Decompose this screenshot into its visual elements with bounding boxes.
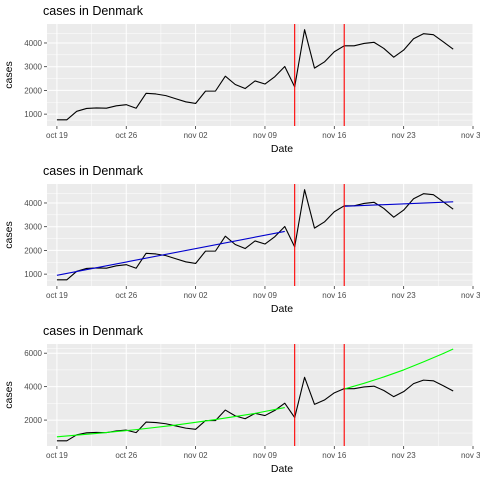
y-tick-label: 4000 [24,199,42,208]
x-tick-label: nov 30 [461,451,480,460]
cases-line [56,29,454,121]
y-tick-label: 6000 [24,349,42,358]
x-tick-label: nov 23 [392,451,417,460]
x-tick-label: nov 02 [184,291,209,300]
y-tick-label: 2000 [24,86,42,95]
y-tick-label: 4000 [24,39,42,48]
chart-panel-1: oct 19 oct 26 nov 02 nov 09 nov 16 nov 23 nov … [3,4,480,155]
y-axis-label: cases [3,221,15,248]
y-tick-label: 1000 [24,270,42,279]
plot-area [56,184,454,286]
plot-background [47,344,473,446]
plot-area [56,344,454,446]
x-tick-label: oct 26 [115,291,137,300]
x-tick-label: nov 09 [253,451,278,460]
chart-title: cases in Denmark [43,164,144,178]
x-tick-label: oct 26 [115,451,137,460]
x-tick-label: nov 16 [322,451,347,460]
plot-background [47,184,473,286]
y-axis-label: cases [3,61,15,88]
trend-line-1 [56,230,285,276]
y-tick-label: 4000 [24,383,42,392]
x-tick-label: nov 30 [461,131,480,140]
trend-line-2 [344,201,454,207]
y-tick-label: 3000 [24,223,42,232]
y-tick-label: 2000 [24,246,42,255]
x-tick-label: nov 16 [322,131,347,140]
x-axis-label: Date [271,463,293,475]
x-tick-label: nov 23 [392,131,417,140]
x-tick-label: nov 16 [322,291,347,300]
y-tick-label: 3000 [24,63,42,72]
x-tick-label: oct 19 [46,131,68,140]
y-tick-label: 2000 [24,416,42,425]
x-tick-label: nov 30 [461,291,480,300]
x-tick-label: oct 19 [46,291,68,300]
y-tick-label: 1000 [24,110,42,119]
trend-line-1 [56,407,285,438]
x-tick-label: oct 19 [46,451,68,460]
chart-title: cases in Denmark [43,324,144,338]
chart-title: cases in Denmark [43,4,144,18]
x-tick-label: nov 09 [253,291,278,300]
x-tick-label: nov 23 [392,291,417,300]
x-axis-label: Date [271,143,293,155]
cases-line [56,189,454,281]
y-axis-label: cases [3,381,15,408]
x-tick-label: oct 26 [115,131,137,140]
plot-area [56,24,454,126]
plot-background [47,24,473,126]
x-axis-label: Date [271,303,293,315]
chart-panel-3: oct 19 oct 26 nov 02 nov 09 nov 16 nov 23 nov … [3,324,480,475]
chart-panel-2: oct 19 oct 26 nov 02 nov 09 nov 16 nov 23 nov … [3,164,480,315]
x-tick-label: nov 02 [184,131,209,140]
x-tick-label: nov 02 [184,451,209,460]
x-tick-label: nov 09 [253,131,278,140]
trend-line-2 [344,348,454,390]
